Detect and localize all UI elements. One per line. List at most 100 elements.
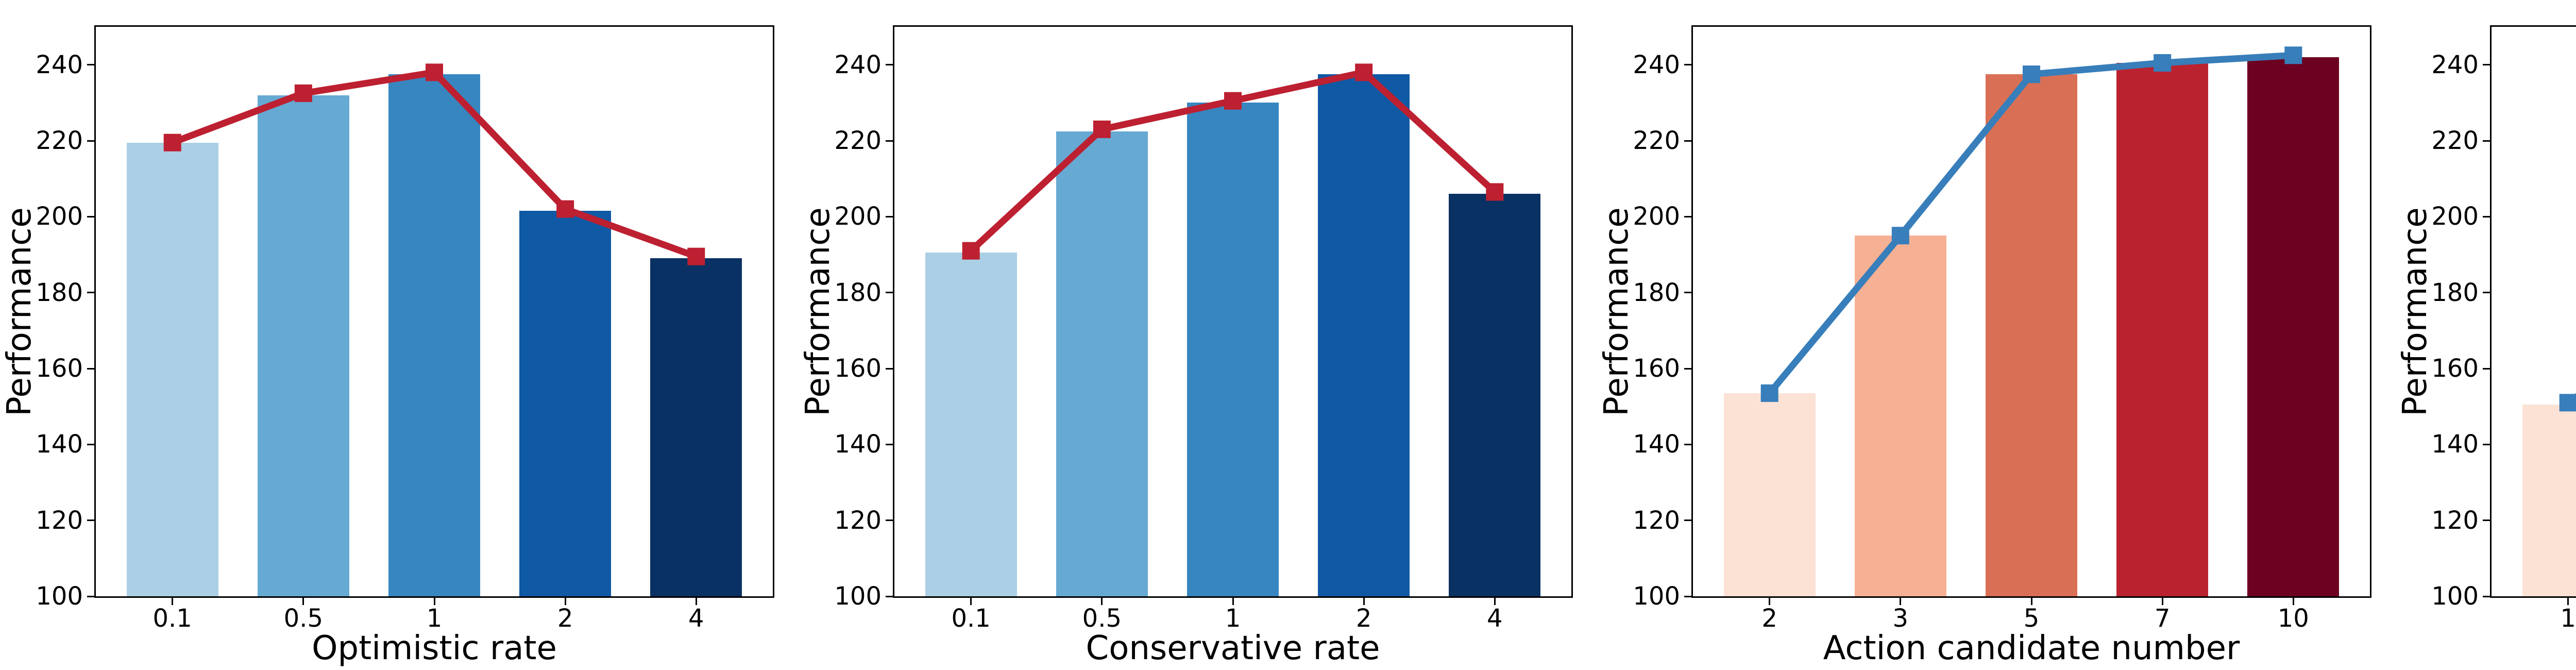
bar-0.1 [925, 253, 1017, 596]
y-axis-label: Performance [2396, 207, 2434, 416]
x-tick [433, 598, 435, 605]
y-tick [87, 520, 94, 522]
x-tick [302, 598, 304, 605]
x-tick [172, 598, 174, 605]
y-tick-label: 140 [36, 430, 83, 459]
y-tick [1684, 140, 1691, 142]
y-tick-label: 200 [1633, 202, 1680, 231]
y-tick [1684, 520, 1691, 522]
y-tick-label: 120 [1633, 506, 1680, 535]
y-tick [886, 367, 893, 370]
y-tick-label: 120 [2431, 506, 2479, 535]
y-tick [2483, 443, 2490, 445]
y-tick [87, 292, 94, 294]
y-tick [2483, 140, 2490, 142]
subplot-action-candidate-number: 100 120 140 160 180 200 220 240 2 3 5 7 10 Action can… [1597, 0, 2396, 670]
y-tick [886, 520, 893, 522]
y-tick-label: 100 [834, 582, 882, 611]
y-tick-label: 140 [1633, 430, 1680, 459]
y-tick [87, 215, 94, 217]
bar-4 [1449, 194, 1541, 596]
y-tick-label: 200 [2431, 202, 2479, 231]
y-tick [1684, 64, 1691, 66]
y-tick-label: 180 [2431, 278, 2479, 307]
y-axis-label: Performance [1, 207, 39, 416]
x-tick-label: 0.5 [1082, 604, 1122, 633]
x-tick [1494, 598, 1496, 605]
bar-5 [1986, 74, 2077, 596]
y-tick-label: 180 [1633, 278, 1680, 307]
y-tick [1684, 595, 1691, 597]
bar-1 [2522, 404, 2576, 596]
line-path [2566, 393, 2576, 406]
bar-2 [519, 211, 612, 596]
y-tick [2483, 64, 2490, 66]
bar-1 [1187, 103, 1279, 596]
plot-area [2490, 25, 2576, 598]
x-tick [2567, 598, 2569, 605]
subplot-planning-horizon: 10012014016018020022024013579Planning ho… [2396, 0, 2576, 670]
bar-4 [650, 258, 742, 596]
bar-0.5 [1056, 131, 1148, 596]
bar-7 [2116, 62, 2209, 596]
bar-0.1 [126, 142, 218, 596]
subplot-optimistic-rate: 100 120 140 160 180 200 220 240 0.1 0.5 1 2 4 Optimis… [0, 0, 799, 670]
y-tick [2483, 520, 2490, 522]
x-tick-label: 1 [426, 604, 443, 633]
x-tick-label: 4 [1487, 604, 1503, 633]
bar-0.5 [257, 95, 349, 596]
x-tick-label: 1 [2560, 604, 2576, 633]
plot-area [94, 25, 774, 598]
y-tick-label: 100 [2431, 582, 2479, 611]
y-tick-label: 160 [834, 354, 882, 383]
y-axis-label: Performance [1598, 207, 1636, 416]
x-tick [2292, 598, 2294, 605]
bar-1 [388, 74, 480, 596]
y-tick [886, 140, 893, 142]
x-axis-label: Action candidate number [1823, 629, 2240, 667]
y-tick-label: 220 [1633, 126, 1680, 155]
x-tick-label: 7 [2154, 604, 2171, 633]
y-tick [886, 215, 893, 217]
y-tick-label: 120 [834, 506, 882, 535]
y-tick [2483, 215, 2490, 217]
y-tick-label: 200 [36, 202, 83, 231]
y-tick [1684, 292, 1691, 294]
y-tick [886, 292, 893, 294]
x-tick-label: 0.5 [283, 604, 323, 633]
y-axis-label: Performance [799, 207, 837, 416]
x-axis-label: Conservative rate [1086, 629, 1380, 667]
y-tick-label: 140 [834, 430, 882, 459]
y-tick-label: 240 [834, 50, 882, 79]
plot-area [893, 25, 1573, 598]
x-tick-label: 4 [688, 604, 704, 633]
x-tick-label: 2 [1761, 604, 1777, 633]
x-tick [2030, 598, 2032, 605]
x-tick [1769, 598, 1771, 605]
bar-3 [1854, 236, 1946, 596]
x-tick [2161, 598, 2163, 605]
x-tick-label: 0.1 [951, 604, 991, 633]
y-tick-label: 240 [36, 50, 83, 79]
y-tick-label: 160 [1633, 354, 1680, 383]
y-tick-label: 100 [1633, 582, 1680, 611]
x-tick-label: 5 [2023, 604, 2040, 633]
y-tick [886, 595, 893, 597]
y-tick-label: 100 [36, 582, 83, 611]
y-tick [87, 64, 94, 66]
x-axis-label: Planning horizon [2492, 632, 2576, 665]
x-tick-label: 2 [1355, 604, 1372, 633]
y-tick-label: 120 [36, 506, 83, 535]
y-tick [1684, 367, 1691, 370]
plot-area [1691, 25, 2371, 598]
y-tick [87, 367, 94, 370]
x-tick [1363, 598, 1365, 605]
x-tick [695, 598, 697, 605]
y-tick [1684, 443, 1691, 445]
y-tick-label: 240 [1633, 50, 1680, 79]
x-tick [970, 598, 972, 605]
y-tick-label: 160 [36, 354, 83, 383]
y-tick [886, 64, 893, 66]
y-tick-label: 200 [834, 202, 882, 231]
x-tick-label: 0.1 [152, 604, 192, 633]
